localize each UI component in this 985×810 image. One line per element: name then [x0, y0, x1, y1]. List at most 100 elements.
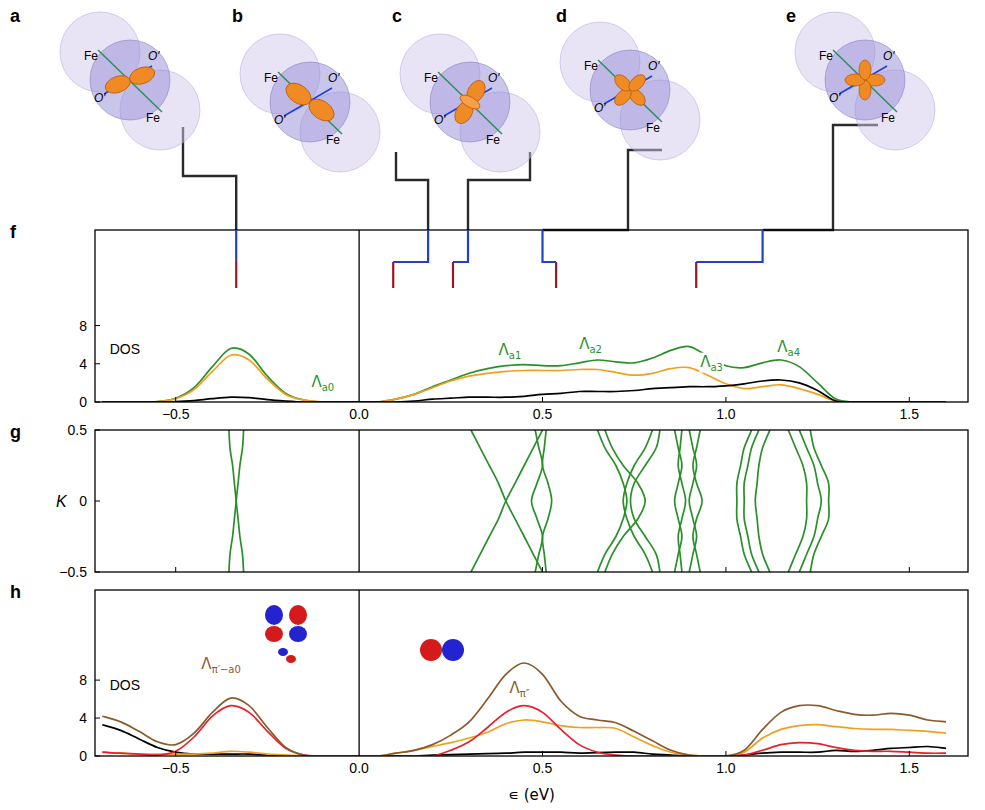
label-patch: [200, 655, 241, 675]
panel-letter: h: [10, 582, 21, 602]
annotation: Λa3: [699, 353, 724, 373]
x-tick-label: 1.0: [716, 406, 736, 422]
y-tick-label: 0: [79, 493, 87, 509]
y-tick: [95, 430, 100, 431]
label-patch: [699, 353, 724, 373]
dos-curve: [102, 706, 946, 756]
annotation-sub: a2: [589, 344, 602, 355]
band: [471, 430, 543, 572]
dos-curve: [102, 346, 946, 402]
illustration: dFeO′O′Fe: [556, 6, 700, 160]
lobe: [442, 639, 464, 661]
annotation-label: Λa4: [777, 338, 800, 358]
panel-letter: d: [556, 6, 567, 26]
illustration: cFeO′O′Fe: [392, 6, 540, 172]
zero-line: [358, 230, 359, 402]
plot-data: [102, 663, 946, 756]
level-upper: [453, 230, 468, 262]
atom-label: Fe: [84, 49, 98, 63]
atom-label: O′: [648, 59, 660, 73]
band: [229, 430, 244, 572]
level-upper: [235, 230, 237, 262]
x-tick-label: 1.0: [716, 760, 736, 776]
annotation-sub: π′−a0: [212, 664, 241, 675]
band: [623, 430, 652, 572]
atom-label: O′: [328, 71, 340, 85]
annotation: Λa1: [497, 341, 522, 361]
atom-sphere: [590, 50, 670, 130]
connector: [396, 152, 428, 230]
y-tick: [95, 402, 100, 403]
x-tick-label: 1.5: [900, 406, 920, 422]
lobe: [289, 626, 307, 642]
band: [542, 430, 551, 572]
annotation-label: Λπ′−a0: [201, 655, 240, 675]
atom-label: O′: [488, 71, 500, 85]
y-tick: [95, 325, 100, 326]
annotation-label: Λπ″: [509, 679, 529, 699]
y-label: K: [56, 493, 68, 510]
x-tick: [542, 397, 543, 402]
y-tick-label: 0: [79, 748, 87, 764]
lobe: [420, 639, 442, 661]
panel-letter: g: [10, 422, 21, 442]
x-tick: [175, 751, 176, 756]
band: [744, 430, 759, 572]
atom-label: Fe: [146, 111, 160, 125]
band: [605, 430, 645, 572]
orbital-icon: [265, 605, 307, 663]
level-upper: [543, 230, 557, 262]
illustration: aFeO′O′Fe: [10, 6, 200, 150]
y-tick: [95, 680, 100, 681]
plot-data: [102, 346, 946, 402]
atom-sphere: [825, 40, 905, 120]
annotation-sub: a3: [710, 362, 723, 373]
band: [788, 430, 807, 572]
atom-label: O′: [148, 49, 160, 63]
orbital-lobe: [282, 79, 315, 110]
annotation: Λπ′−a0: [200, 655, 241, 675]
connector: [183, 127, 236, 230]
lobe: [286, 655, 296, 663]
annotation: Λa0: [310, 373, 335, 393]
panel-letter: b: [232, 6, 243, 26]
band: [631, 430, 660, 572]
x-tick: [542, 751, 543, 756]
annotation-sub: π″: [520, 688, 530, 699]
atom-label: Fe: [424, 71, 438, 85]
x-label: ∊ (eV): [508, 786, 555, 804]
atom-label: Fe: [819, 49, 833, 63]
atom-label: Fe: [326, 133, 340, 147]
x-tick-label: −0.5: [162, 406, 190, 422]
atom-sphere: [90, 40, 170, 120]
bond: [833, 50, 897, 112]
atom-label: O′: [883, 49, 895, 63]
atom-label: Fe: [264, 71, 278, 85]
y-tick-label: 8: [79, 672, 87, 688]
level-lower: [452, 262, 454, 288]
frame: [95, 430, 968, 572]
annotation: Λa2: [578, 335, 603, 355]
connector: [543, 150, 663, 230]
lobe: [265, 605, 283, 625]
dos-curve: [102, 355, 946, 402]
atom-label: O′: [274, 113, 286, 127]
y-tick-label: 0: [79, 394, 87, 410]
label-patch: [776, 338, 801, 358]
band: [532, 430, 543, 572]
atom-sphere: [270, 62, 350, 142]
level-upper: [696, 230, 762, 262]
lobe: [278, 648, 288, 656]
dos-curve: [102, 720, 946, 756]
bond: [278, 72, 342, 134]
dos-curve: [102, 380, 946, 402]
y-tick-label: 4: [79, 356, 87, 372]
x-tick: [542, 567, 543, 572]
x-tick-label: 1.5: [900, 760, 920, 776]
level-lower: [695, 262, 697, 288]
atom-label: O′: [434, 113, 446, 127]
atom-sphere: [430, 62, 510, 142]
annotation: Λa4: [776, 338, 801, 358]
x-tick-label: 0.0: [349, 406, 369, 422]
y-tick-label: −0.5: [59, 564, 87, 580]
